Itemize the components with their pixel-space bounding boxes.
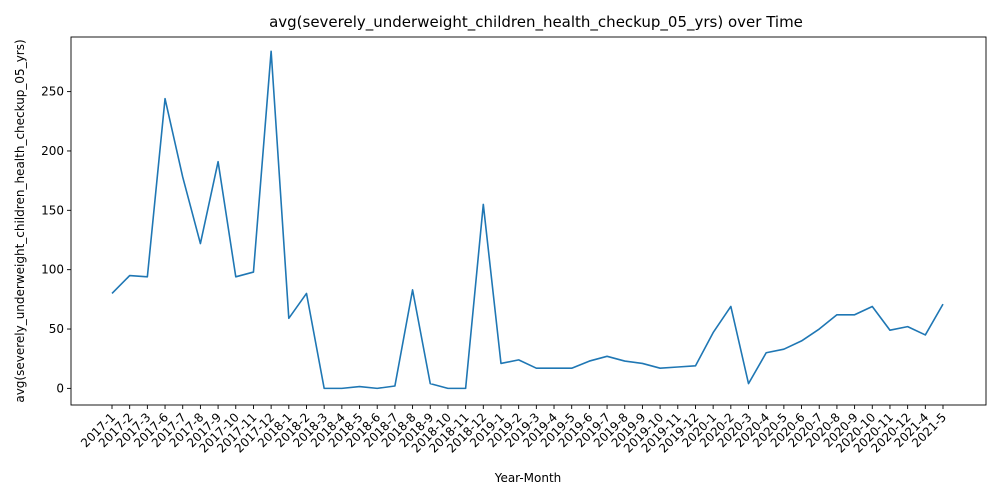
y-tick-label: 100	[41, 263, 64, 277]
series-layer	[111, 50, 944, 390]
x-axis: 2017-12017-22017-32017-62017-72017-82017…	[78, 405, 949, 456]
y-tick-label: 250	[41, 85, 64, 99]
y-tick-label: 150	[41, 203, 64, 217]
y-axis: 0 50 100 150 200 250	[41, 85, 71, 395]
plot-frame	[70, 36, 987, 406]
y-tick-label: 0	[56, 381, 64, 395]
chart-title: avg(severely_underweight_children_health…	[269, 13, 803, 32]
y-axis-label: avg(severely_underweight_children_health…	[13, 39, 27, 402]
y-tick-label: 200	[41, 144, 64, 158]
series-line	[111, 50, 944, 390]
x-axis-label: Year-Month	[494, 471, 562, 485]
y-tick-label: 50	[49, 322, 64, 336]
plot-area: 0 50 100 150 200 250 2017-12017-22017-32017-6…	[41, 36, 987, 456]
